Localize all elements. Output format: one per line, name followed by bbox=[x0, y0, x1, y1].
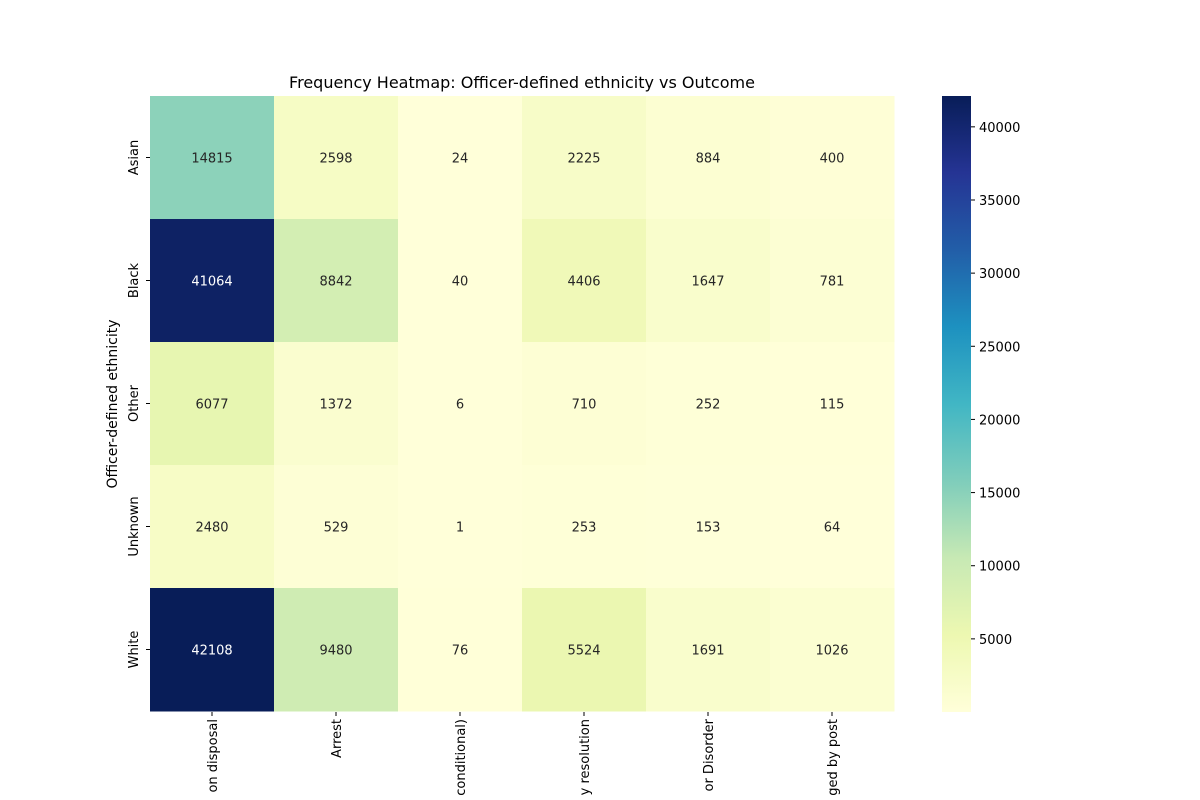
heatmap-cell bbox=[274, 588, 399, 712]
x-tick-label: y resolution bbox=[578, 719, 593, 795]
cell-value-label: 252 bbox=[696, 398, 721, 413]
colorbar-tick-label: 15000 bbox=[979, 487, 1020, 502]
heatmap-cell bbox=[274, 465, 399, 589]
colorbar-tick-label: 35000 bbox=[979, 194, 1020, 209]
cell-value-label: 1647 bbox=[691, 275, 724, 290]
heatmap-cell bbox=[522, 588, 647, 712]
x-tick-label: ged by post bbox=[826, 719, 841, 796]
cell-value-label: 40 bbox=[452, 275, 469, 290]
y-tick-label: White bbox=[127, 631, 142, 669]
y-tick-labels: Asian Black Other Unknown White bbox=[127, 140, 150, 669]
x-tick-label: Arrest bbox=[330, 719, 345, 758]
cell-value-label: 400 bbox=[820, 152, 845, 167]
y-tick-label: Other bbox=[127, 384, 142, 422]
heatmap-cells bbox=[150, 96, 895, 712]
cell-value-label: 6077 bbox=[195, 398, 228, 413]
colorbar-tick-label: 20000 bbox=[979, 413, 1020, 428]
heatmap-cell bbox=[770, 588, 895, 712]
heatmap-cell bbox=[770, 465, 895, 589]
x-tick-labels: on disposal Arrest conditional) y resolutio… bbox=[206, 712, 841, 796]
colorbar-tick-label: 30000 bbox=[979, 267, 1020, 282]
cell-value-label: 4406 bbox=[567, 275, 600, 290]
colorbar-tick-label: 40000 bbox=[979, 121, 1020, 136]
colorbar-tick-label: 5000 bbox=[979, 633, 1012, 648]
heatmap-cell bbox=[398, 342, 523, 466]
cell-value-label: 8842 bbox=[319, 275, 352, 290]
heatmap-cell bbox=[398, 96, 523, 220]
heatmap-cell bbox=[770, 219, 895, 343]
heatmap-cell bbox=[522, 219, 647, 343]
heatmap-cell bbox=[150, 96, 275, 220]
y-tick-label: Asian bbox=[127, 140, 142, 175]
y-axis-label: Officer-defined ethnicity bbox=[105, 319, 121, 488]
cell-value-label: 6 bbox=[456, 398, 464, 413]
cell-value-label: 529 bbox=[324, 521, 349, 536]
heatmap-cell bbox=[150, 465, 275, 589]
y-tick-label: Black bbox=[127, 262, 142, 298]
heatmap-cell bbox=[770, 96, 895, 220]
cell-value-label: 153 bbox=[696, 521, 721, 536]
colorbar-tick-label: 10000 bbox=[979, 560, 1020, 575]
cell-value-label: 2598 bbox=[319, 152, 352, 167]
heatmap-cell bbox=[770, 342, 895, 466]
heatmap-cell bbox=[646, 219, 771, 343]
cell-value-label: 2480 bbox=[195, 521, 228, 536]
cell-value-label: 115 bbox=[820, 398, 845, 413]
heatmap-cell bbox=[398, 588, 523, 712]
colorbar-ticks: 5000 10000 15000 20000 25000 30000 35000 40000 bbox=[971, 121, 1020, 648]
heatmap-cell bbox=[150, 342, 275, 466]
heatmap-cell bbox=[646, 96, 771, 220]
heatmap-cell bbox=[274, 96, 399, 220]
cell-value-label: 9480 bbox=[319, 644, 352, 659]
cell-value-label: 781 bbox=[820, 275, 845, 290]
cell-value-label: 1 bbox=[456, 521, 464, 536]
colorbar bbox=[942, 96, 971, 712]
cell-value-label: 1691 bbox=[691, 644, 724, 659]
x-tick-label: on disposal bbox=[206, 719, 221, 793]
x-tick-label: or Disorder bbox=[702, 718, 717, 791]
chart-title: Frequency Heatmap: Officer-defined ethni… bbox=[289, 73, 755, 92]
cell-value-label: 1372 bbox=[319, 398, 352, 413]
cell-value-label: 884 bbox=[696, 152, 721, 167]
heatmap-cell bbox=[274, 219, 399, 343]
heatmap-cell bbox=[522, 465, 647, 589]
cell-value-label: 253 bbox=[572, 521, 597, 536]
cell-value-label: 42108 bbox=[191, 644, 232, 659]
cell-value-label: 24 bbox=[452, 152, 469, 167]
cell-value-label: 64 bbox=[824, 521, 841, 536]
cell-value-label: 5524 bbox=[567, 644, 600, 659]
heatmap-cell bbox=[646, 588, 771, 712]
heatmap-cell bbox=[150, 588, 275, 712]
cell-value-label: 14815 bbox=[191, 152, 232, 167]
cell-value-label: 710 bbox=[572, 398, 597, 413]
heatmap-cell bbox=[522, 342, 647, 466]
heatmap-cell bbox=[646, 465, 771, 589]
heatmap-cell bbox=[398, 465, 523, 589]
heatmap-cell bbox=[274, 342, 399, 466]
x-tick-label: conditional) bbox=[454, 719, 469, 796]
heatmap-cell bbox=[150, 219, 275, 343]
cell-value-label: 1026 bbox=[815, 644, 848, 659]
heatmap-cell bbox=[522, 96, 647, 220]
cell-value-label: 2225 bbox=[567, 152, 600, 167]
heatmap-cell bbox=[646, 342, 771, 466]
heatmap-cell bbox=[398, 219, 523, 343]
y-tick-label: Unknown bbox=[127, 496, 142, 556]
cell-value-label: 76 bbox=[452, 644, 469, 659]
cell-value-label: 41064 bbox=[191, 275, 232, 290]
colorbar-tick-label: 25000 bbox=[979, 340, 1020, 355]
